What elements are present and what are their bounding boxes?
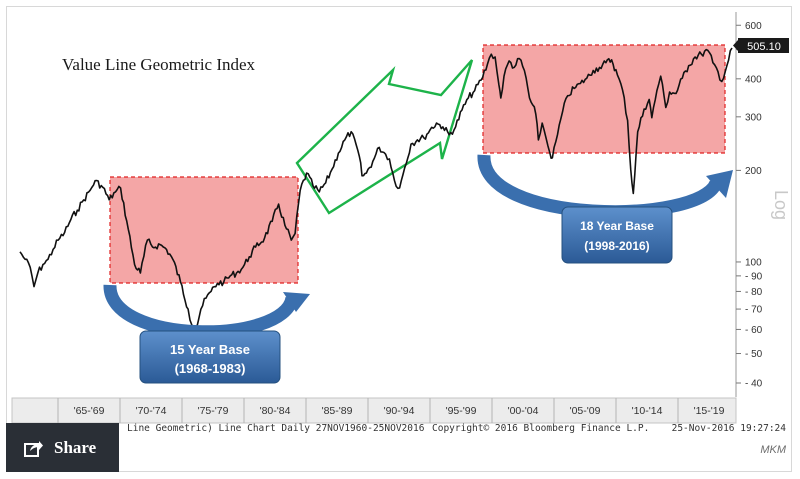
curved-arrow-2 — [477, 154, 723, 219]
x-period-label: '65-'69 — [74, 405, 105, 417]
uptrend-channel-arrow — [295, 59, 474, 215]
annotation-15-year-range: (1968-1983) — [175, 361, 246, 376]
curved-arrow-1-head — [283, 292, 310, 312]
annotation-18-year-range: (1998-2016) — [584, 239, 649, 253]
annotation-box-18-year — [561, 206, 673, 264]
last-value-label: 505.10 — [747, 41, 781, 53]
x-period-label: '80-'84 — [260, 405, 291, 417]
footer-timestamp: 25-Nov-2016 19:27:24 — [672, 423, 787, 434]
annotation-box-15-year — [139, 330, 281, 384]
y-tick-label: 300 — [745, 112, 762, 123]
x-period-label: '05-'09 — [570, 405, 601, 417]
y-axis-ticks: - 40- 50- 60- 70- 80- 901002003004005006… — [736, 21, 763, 390]
x-period-label: '00-'04 — [508, 405, 539, 417]
y-tick-label: 200 — [745, 166, 762, 177]
x-period-label: '75-'79 — [198, 405, 229, 417]
annotation-15-year-title: 15 Year Base — [170, 342, 250, 357]
x-period-labels: '65-'69 '70-'74 '75-'79 '80-'84 '85-'89 '90-'… — [57, 398, 725, 423]
annotation-18-year-title: 18 Year Base — [580, 219, 654, 233]
x-axis-band — [11, 397, 737, 424]
share-icon — [24, 440, 43, 457]
x-period-label: '85-'89 — [322, 405, 353, 417]
last-value-pointer — [733, 40, 738, 51]
curved-arrow-2-head — [706, 170, 733, 198]
y-tick-label: - 70 — [745, 305, 763, 316]
x-period-label: '95-'99 — [446, 405, 477, 417]
y-tick-label: - 90 — [745, 271, 763, 282]
chart-title: Value Line Geometric Index — [62, 55, 256, 74]
footer-copyright: Copyright© 2016 Bloomberg Finance L.P. — [432, 423, 649, 434]
y-tick-label: 600 — [745, 21, 762, 32]
x-period-label: '15-'19 — [694, 405, 725, 417]
y-tick-label: 400 — [745, 74, 762, 85]
watermark: MKM — [760, 444, 786, 456]
y-tick-label: - 40 — [745, 379, 763, 390]
x-period-label: '10-'14 — [632, 405, 663, 417]
y-tick-label: 100 — [745, 257, 762, 268]
y-tick-label: - 50 — [745, 349, 763, 360]
x-period-label: '90-'94 — [384, 405, 415, 417]
share-button[interactable]: Share — [6, 423, 119, 472]
footer-description: Line Geometric) Line Chart Daily 27NOV19… — [127, 423, 425, 434]
y-tick-label: - 80 — [745, 287, 763, 298]
x-period-label: '70-'74 — [136, 405, 167, 417]
y-axis-label: Log — [771, 190, 791, 220]
share-label: Share — [54, 437, 97, 457]
base-region-1968-1983 — [109, 176, 299, 284]
y-tick-label: - 60 — [745, 325, 763, 336]
price-line — [19, 47, 733, 331]
last-value-badge — [738, 38, 789, 53]
